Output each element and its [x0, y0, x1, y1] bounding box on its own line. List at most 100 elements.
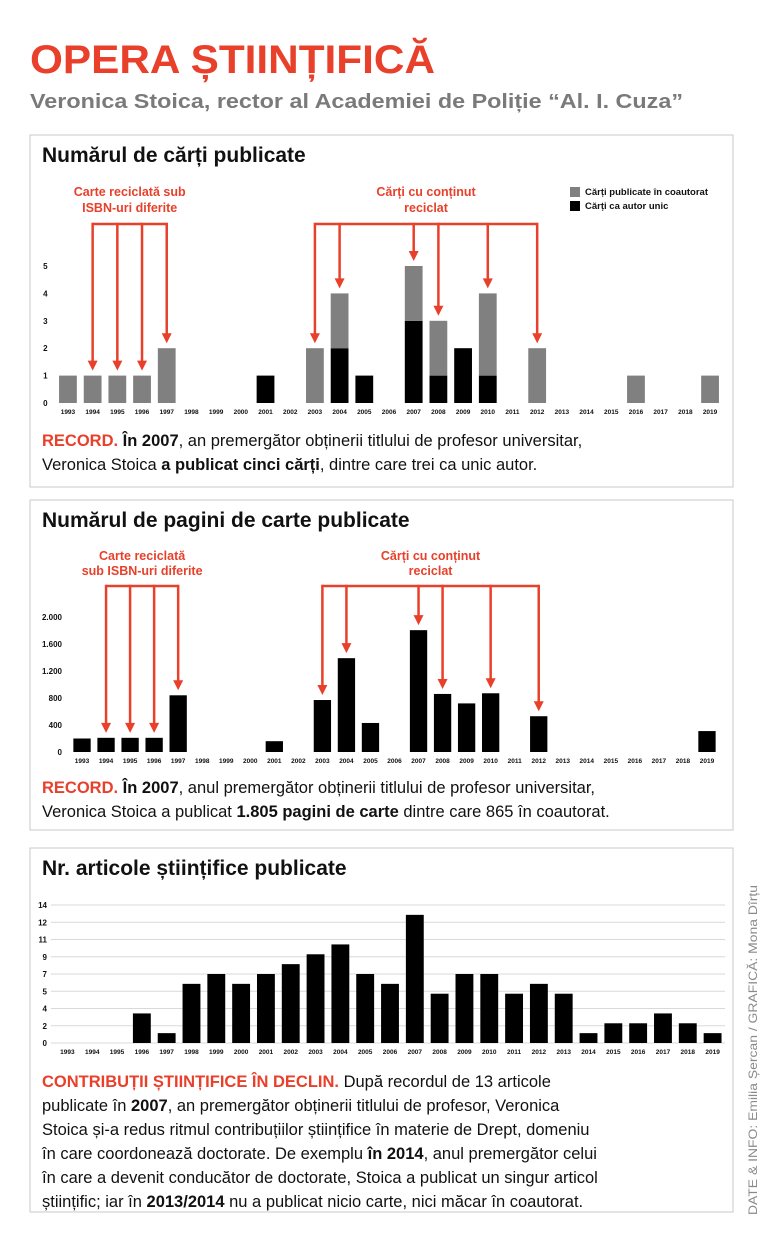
x-tick-label: 2005 — [363, 758, 378, 765]
x-tick-label: 2019 — [703, 409, 718, 416]
caption-segment: , anul premergător obținerii titlului de… — [179, 779, 595, 797]
caption-line: în care coordonează doctorate. De exempl… — [41, 1145, 597, 1163]
x-tick-label: 1997 — [171, 758, 186, 765]
arrow-head — [112, 360, 123, 371]
bar — [306, 954, 325, 1043]
x-tick-label: 2000 — [243, 758, 258, 765]
y-tick-label: 2 — [43, 1022, 48, 1031]
caption-segment: în care coordonează doctorate. De exempl… — [41, 1145, 368, 1163]
x-tick-label: 2008 — [431, 409, 446, 416]
caption-segment: , dintre care trei ca unic autor. — [320, 456, 537, 474]
x-tick-label: 1993 — [75, 758, 90, 765]
caption-line: științific; iar în 2013/2014 nu a public… — [42, 1193, 583, 1211]
x-tick-label: 1999 — [209, 409, 224, 416]
bar — [579, 1033, 598, 1043]
x-tick-label: 1997 — [159, 409, 174, 416]
bar — [207, 974, 226, 1043]
x-tick-label: 2004 — [332, 409, 347, 416]
caption-segment: 2013/2014 — [147, 1193, 226, 1211]
legend-swatch — [570, 201, 580, 211]
arrow-head — [408, 251, 419, 261]
bar-segment — [108, 375, 127, 403]
x-tick-label: 2010 — [481, 409, 496, 416]
bar — [381, 983, 399, 1043]
bar — [480, 974, 499, 1043]
bar — [281, 964, 300, 1043]
x-tick-label: 2012 — [532, 1049, 547, 1056]
arrow-head — [433, 305, 444, 316]
bar — [455, 974, 474, 1043]
caption-segment: RECORD. — [42, 432, 118, 450]
credit: DATE & INFO: Emilia Șercan / GRAFICĂ: Mo… — [745, 885, 760, 1215]
arrow-head — [101, 722, 112, 733]
x-tick-label: 2008 — [435, 758, 450, 765]
page-subtitle: Veronica Stoica, rector al Academiei de … — [30, 91, 683, 113]
x-tick-label: 2009 — [456, 409, 471, 416]
caption-segment: Veronica Stoica a publicat — [42, 803, 236, 821]
bar-segment — [454, 348, 472, 403]
arrow-head — [87, 360, 98, 371]
y-tick-label: 3 — [43, 317, 48, 326]
x-tick-label: 2006 — [382, 409, 397, 416]
x-tick-label: 2004 — [333, 1049, 348, 1056]
bar-segment — [429, 320, 448, 376]
caption-segment: RECORD. — [42, 779, 118, 797]
y-tick-label: 1 — [43, 372, 48, 381]
x-tick-label: 2014 — [581, 1049, 596, 1056]
bar — [505, 993, 524, 1043]
bar — [703, 1033, 722, 1043]
panel-border — [29, 134, 734, 488]
x-tick-label: 2010 — [482, 1049, 497, 1056]
x-tick-label: 2007 — [411, 758, 426, 765]
chart-title: Numărul de cărți publicate — [42, 144, 306, 167]
chart-panel: Numărul de cărți publicate 0 1 2 3 4 5 1993 1994… — [29, 134, 734, 488]
annotation-text: sub ISBN-uri diferite — [82, 564, 203, 578]
x-tick-label: 2011 — [505, 409, 519, 416]
arrow-head — [413, 615, 424, 626]
x-tick-label: 1996 — [135, 1049, 150, 1056]
chart-panel: Nr. articole științifice publicate 0 2 4 5 7 9… — [29, 847, 734, 1213]
chart-title: Nr. articole științifice publicate — [42, 857, 347, 880]
caption-segment: științific; iar în — [42, 1193, 147, 1211]
x-tick-label: 1996 — [147, 758, 162, 765]
y-tick-label: 5 — [43, 987, 48, 996]
x-tick-label: 2007 — [408, 1049, 423, 1056]
page-title: OPERA ȘTIINȚIFICĂ — [30, 37, 435, 82]
bar-segment — [701, 375, 719, 403]
y-tick-label: 7 — [43, 970, 48, 979]
bar-segment — [157, 348, 176, 403]
bar-segment — [355, 375, 374, 403]
legend-label: Cărți publicate în coautorat — [585, 187, 709, 198]
bar — [73, 738, 91, 752]
x-tick-label: 2012 — [530, 409, 545, 416]
x-tick-label: 2009 — [457, 1049, 472, 1056]
arrow-head — [161, 333, 172, 344]
x-tick-label: 2001 — [259, 1049, 274, 1056]
y-tick-label: 5 — [43, 262, 48, 271]
bar-segment — [330, 293, 349, 349]
bar — [145, 737, 163, 752]
chart-panel: Numărul de pagini de carte publicate 0 400… — [29, 499, 734, 831]
y-tick-label: 400 — [49, 721, 63, 730]
bar — [604, 1023, 623, 1043]
caption-segment: Stoica și-a redus ritmul contribuțiilor … — [42, 1121, 589, 1139]
bar-segment — [404, 266, 423, 321]
x-tick-label: 2005 — [358, 1049, 373, 1056]
x-tick-label: 2012 — [531, 758, 546, 765]
annotation-text: Carte reciclată sub — [74, 185, 186, 199]
bar — [654, 1013, 672, 1043]
x-tick-label: 2001 — [258, 409, 273, 416]
caption-segment: În 2007 — [118, 778, 179, 797]
annotation-text: ISBN-uri diferite — [82, 201, 177, 215]
bar — [265, 741, 283, 752]
caption-line: în care a devenit conducător de doctorat… — [41, 1169, 598, 1187]
y-tick-label: 12 — [38, 918, 47, 927]
caption-segment: , an premergător obținerii titlului de p… — [179, 432, 583, 450]
arrow-head — [485, 678, 496, 689]
arrow-head — [309, 333, 320, 344]
caption-segment: în care a devenit conducător de doctorat… — [41, 1169, 598, 1187]
y-tick-label: 1.200 — [42, 667, 63, 676]
y-tick-label: 2.000 — [42, 613, 63, 622]
bar-segment — [404, 320, 423, 403]
bar — [121, 737, 139, 752]
